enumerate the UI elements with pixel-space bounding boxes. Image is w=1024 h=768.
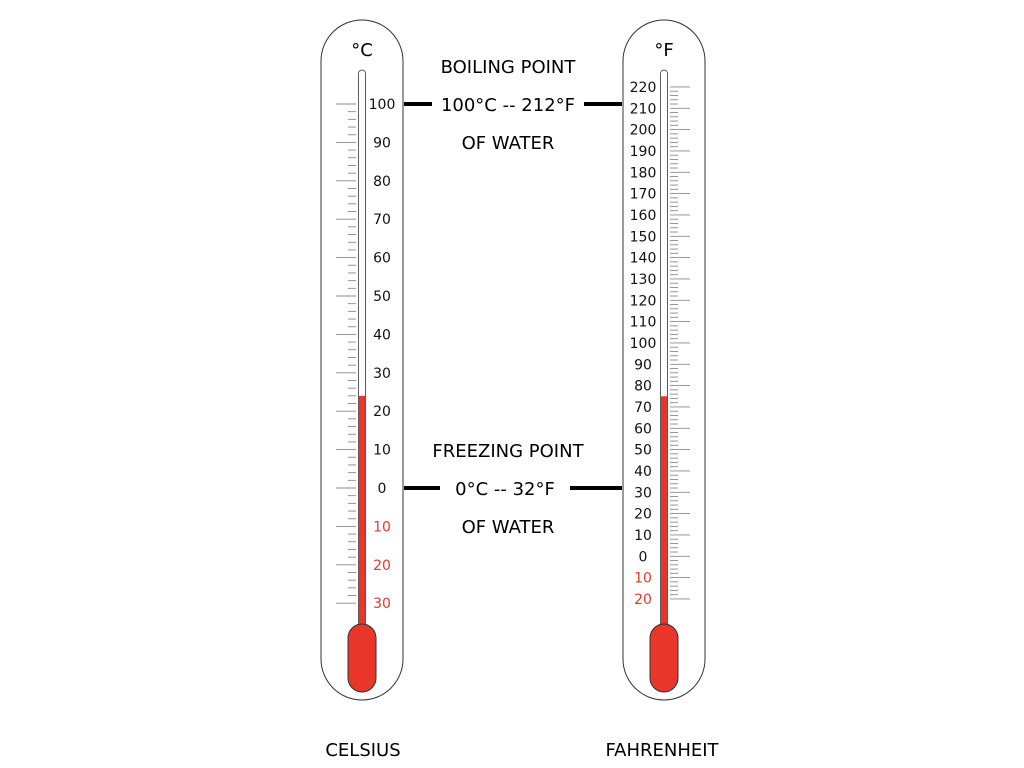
boiling-title: BOILING POINT bbox=[441, 57, 577, 78]
fahrenheit-scale-label: 190 bbox=[630, 144, 657, 160]
fahrenheit-scale-label: 130 bbox=[630, 272, 657, 288]
celsius-scale-label: 50 bbox=[373, 289, 391, 305]
celsius-scale-label: 20 bbox=[373, 404, 391, 420]
fahrenheit-mercury-column bbox=[661, 396, 667, 636]
celsius-scale-label: 10 bbox=[373, 443, 391, 459]
fahrenheit-scale-label: 210 bbox=[630, 101, 657, 117]
fahrenheit-bulb bbox=[649, 623, 679, 693]
celsius-bulb bbox=[347, 623, 377, 693]
fahrenheit-scale-label: 90 bbox=[634, 357, 652, 373]
fahrenheit-scale-label: 200 bbox=[630, 123, 657, 139]
fahrenheit-name: FAHRENHEIT bbox=[605, 740, 719, 761]
celsius-scale-label: 70 bbox=[373, 212, 391, 228]
fahrenheit-scale-label: 0 bbox=[639, 549, 648, 565]
freezing-value: 0°C -- 32°F bbox=[455, 479, 555, 500]
fahrenheit-scale-label: 110 bbox=[630, 315, 657, 331]
fahrenheit-scale-label: 170 bbox=[630, 187, 657, 203]
fahrenheit-ticks bbox=[670, 86, 690, 600]
celsius-name: CELSIUS bbox=[325, 740, 400, 761]
fahrenheit-scale-label: 220 bbox=[630, 80, 657, 96]
fahrenheit-unit-symbol: °F bbox=[654, 40, 673, 61]
fahrenheit-scale-label: 120 bbox=[630, 293, 657, 309]
freezing-sub: OF WATER bbox=[462, 517, 555, 538]
fahrenheit-scale-label: 180 bbox=[630, 165, 657, 181]
fahrenheit-scale-label: 80 bbox=[634, 379, 652, 395]
celsius-scale-label: 0 bbox=[378, 481, 387, 497]
freezing-title: FREEZING POINT bbox=[432, 441, 584, 462]
celsius-scale-label: 10 bbox=[373, 519, 391, 535]
fahrenheit-scale-label: 30 bbox=[634, 485, 652, 501]
fahrenheit-scale-label: 70 bbox=[634, 400, 652, 416]
celsius-mercury-column bbox=[359, 395, 365, 636]
celsius-unit-symbol: °C bbox=[351, 40, 373, 61]
fahrenheit-scale-label: 20 bbox=[634, 507, 652, 523]
fahrenheit-scale-label: 40 bbox=[634, 464, 652, 480]
fahrenheit-scale-labels: 2202102001901801701601501401301201101009… bbox=[630, 80, 657, 608]
celsius-scale-label: 80 bbox=[373, 174, 391, 190]
celsius-scale-label: 30 bbox=[373, 366, 391, 382]
fahrenheit-scale-label: 100 bbox=[630, 336, 657, 352]
fahrenheit-scale-label: 20 bbox=[634, 592, 652, 608]
fahrenheit-scale-label: 10 bbox=[634, 528, 652, 544]
fahrenheit-scale-label: 60 bbox=[634, 421, 652, 437]
celsius-ticks bbox=[336, 103, 356, 604]
boiling-value: 100°C -- 212°F bbox=[441, 95, 575, 116]
celsius-scale-label: 40 bbox=[373, 327, 391, 343]
celsius-scale-label: 100 bbox=[369, 97, 396, 113]
celsius-scale-label: 90 bbox=[373, 135, 391, 151]
celsius-scale-label: 60 bbox=[373, 251, 391, 267]
celsius-scale-label: 20 bbox=[373, 558, 391, 574]
fahrenheit-thermometer: 2202102001901801701601501401301201101009… bbox=[622, 19, 706, 701]
fahrenheit-scale-label: 160 bbox=[630, 208, 657, 224]
fahrenheit-scale-label: 10 bbox=[634, 571, 652, 587]
boiling-sub: OF WATER bbox=[462, 133, 555, 154]
fahrenheit-scale-label: 150 bbox=[630, 229, 657, 245]
fahrenheit-scale-label: 50 bbox=[634, 443, 652, 459]
fahrenheit-scale-label: 140 bbox=[630, 251, 657, 267]
celsius-scale-label: 30 bbox=[373, 596, 391, 612]
